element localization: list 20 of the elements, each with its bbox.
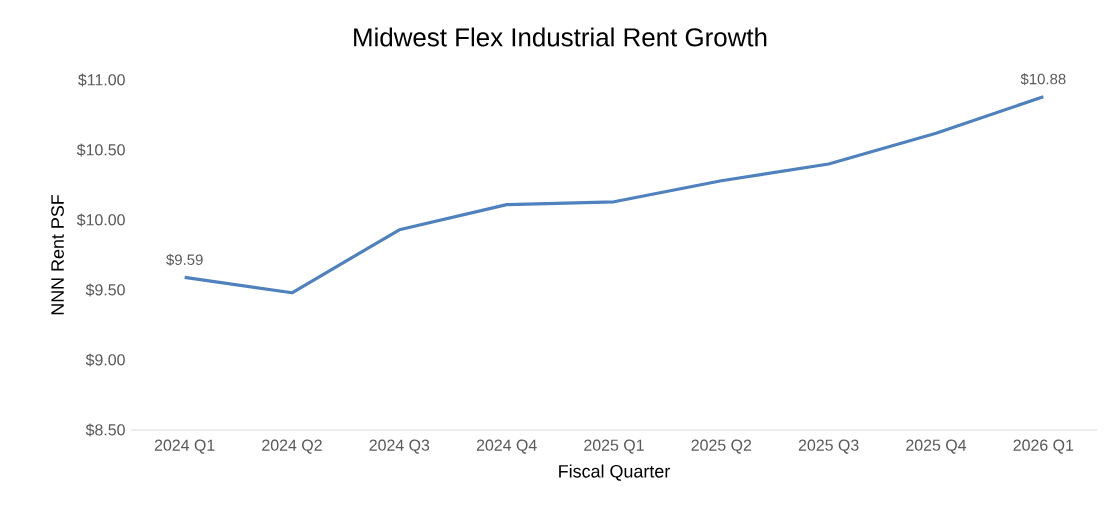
x-tick-label: 2024 Q4 xyxy=(476,439,537,454)
x-tick-label: 2025 Q1 xyxy=(584,439,644,454)
x-tick-label: 2024 Q1 xyxy=(154,439,215,454)
y-axis-title: NNN Rent PSF xyxy=(51,194,64,315)
y-tick-label: $8.50 xyxy=(85,423,125,437)
x-axis-title: Fiscal Quarter xyxy=(559,464,670,481)
y-tick-label: $11.00 xyxy=(78,73,125,87)
x-tick-label: 2025 Q4 xyxy=(906,439,967,454)
y-tick-label: $10.50 xyxy=(76,143,125,157)
x-tick-label: 2025 Q2 xyxy=(691,439,752,454)
x-tick-label: 2026 Q1 xyxy=(1013,439,1074,454)
data-label: $9.59 xyxy=(166,253,203,266)
x-tick-label: 2024 Q3 xyxy=(369,439,430,454)
x-tick-label: 2024 Q2 xyxy=(262,439,322,454)
data-label: $10.88 xyxy=(1020,73,1066,86)
x-tick-label: 2025 Q3 xyxy=(798,439,859,454)
chart-title: Midwest Flex Industrial Rent Growth xyxy=(354,27,767,47)
y-tick-label: $9.00 xyxy=(85,353,125,367)
y-tick-label: $9.50 xyxy=(85,283,125,297)
y-tick-label: $10.00 xyxy=(76,213,125,227)
